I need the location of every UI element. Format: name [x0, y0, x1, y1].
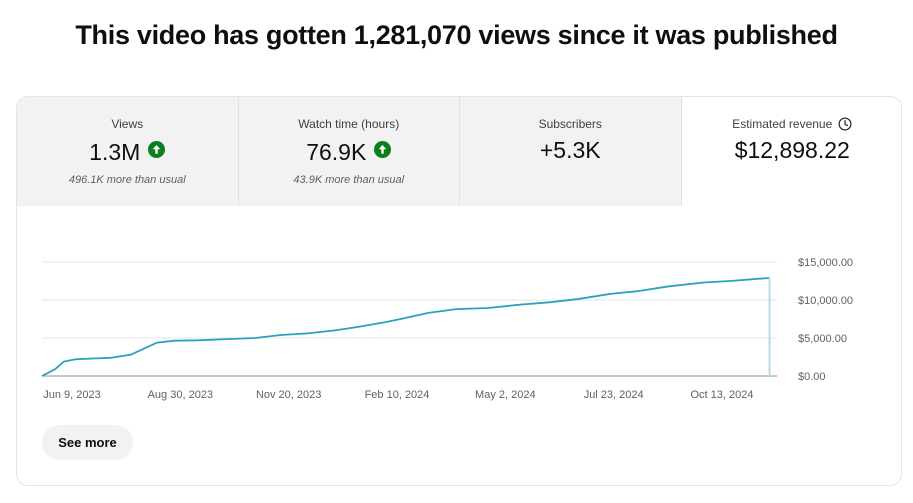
tab-watch-time-value: 76.9K: [306, 139, 367, 165]
chart-gridlines: [42, 261, 777, 377]
x-tick-label: Nov 20, 2023: [256, 389, 321, 401]
x-tick-label: Aug 30, 2023: [148, 389, 213, 401]
chart-series: [41, 277, 771, 377]
x-tick-label: May 2, 2024: [475, 389, 536, 401]
clock-icon: [838, 117, 852, 134]
revenue-chart: $15,000.00 $10,000.00 $5,000.00 $0.00 Jun 9…: [41, 257, 853, 401]
analytics-card: Views 1.3M 496.1K more than usual Watch …: [16, 96, 902, 486]
tab-subscribers[interactable]: Subscribers +5.3K: [460, 97, 682, 206]
x-tick-label: Jun 9, 2023: [43, 389, 101, 401]
y-tick-label: $10,000.00: [798, 295, 853, 307]
y-tick-label: $15,000.00: [798, 257, 853, 269]
see-more-button[interactable]: See more: [42, 425, 133, 460]
tab-revenue-label: Estimated revenue: [732, 117, 833, 131]
tab-revenue-value: $12,898.22: [734, 137, 850, 163]
tab-watch-time-value-row: 76.9K: [239, 137, 460, 166]
tab-revenue-label-row: Estimated revenue: [682, 117, 902, 134]
tab-views-value: 1.3M: [89, 139, 141, 165]
page-headline: This video has gotten 1,281,070 views si…: [75, 20, 838, 50]
tab-estimated-revenue[interactable]: Estimated revenue $12,898.22: [681, 97, 902, 206]
trend-up-icon: [148, 137, 166, 164]
tab-watch-time-sub: 43.9K more than usual: [293, 174, 405, 186]
x-tick-label: Feb 10, 2024: [365, 389, 430, 401]
x-tick-label: Jul 23, 2024: [584, 389, 644, 401]
tab-views-label: Views: [111, 117, 144, 131]
y-tick-label: $0.00: [798, 371, 826, 383]
tab-watch-time[interactable]: Watch time (hours) 76.9K 43.9K more than…: [238, 97, 460, 206]
revenue-series-line: [41, 277, 770, 377]
tab-views[interactable]: Views 1.3M 496.1K more than usual: [17, 97, 239, 206]
y-tick-label: $5,000.00: [798, 333, 847, 345]
tab-views-value-row: 1.3M: [17, 137, 238, 166]
trend-up-icon: [374, 137, 392, 164]
metric-tabs: Views 1.3M 496.1K more than usual Watch …: [17, 97, 902, 206]
tab-views-sub: 496.1K more than usual: [68, 174, 186, 186]
tab-subscribers-label: Subscribers: [538, 117, 602, 131]
y-axis-labels: $15,000.00 $10,000.00 $5,000.00 $0.00: [798, 257, 853, 383]
tab-watch-time-label: Watch time (hours): [298, 117, 400, 131]
tab-subscribers-value: +5.3K: [539, 137, 601, 163]
x-axis-labels: Jun 9, 2023 Aug 30, 2023 Nov 20, 2023 Feb 1…: [43, 389, 753, 401]
x-tick-label: Oct 13, 2024: [691, 389, 754, 401]
